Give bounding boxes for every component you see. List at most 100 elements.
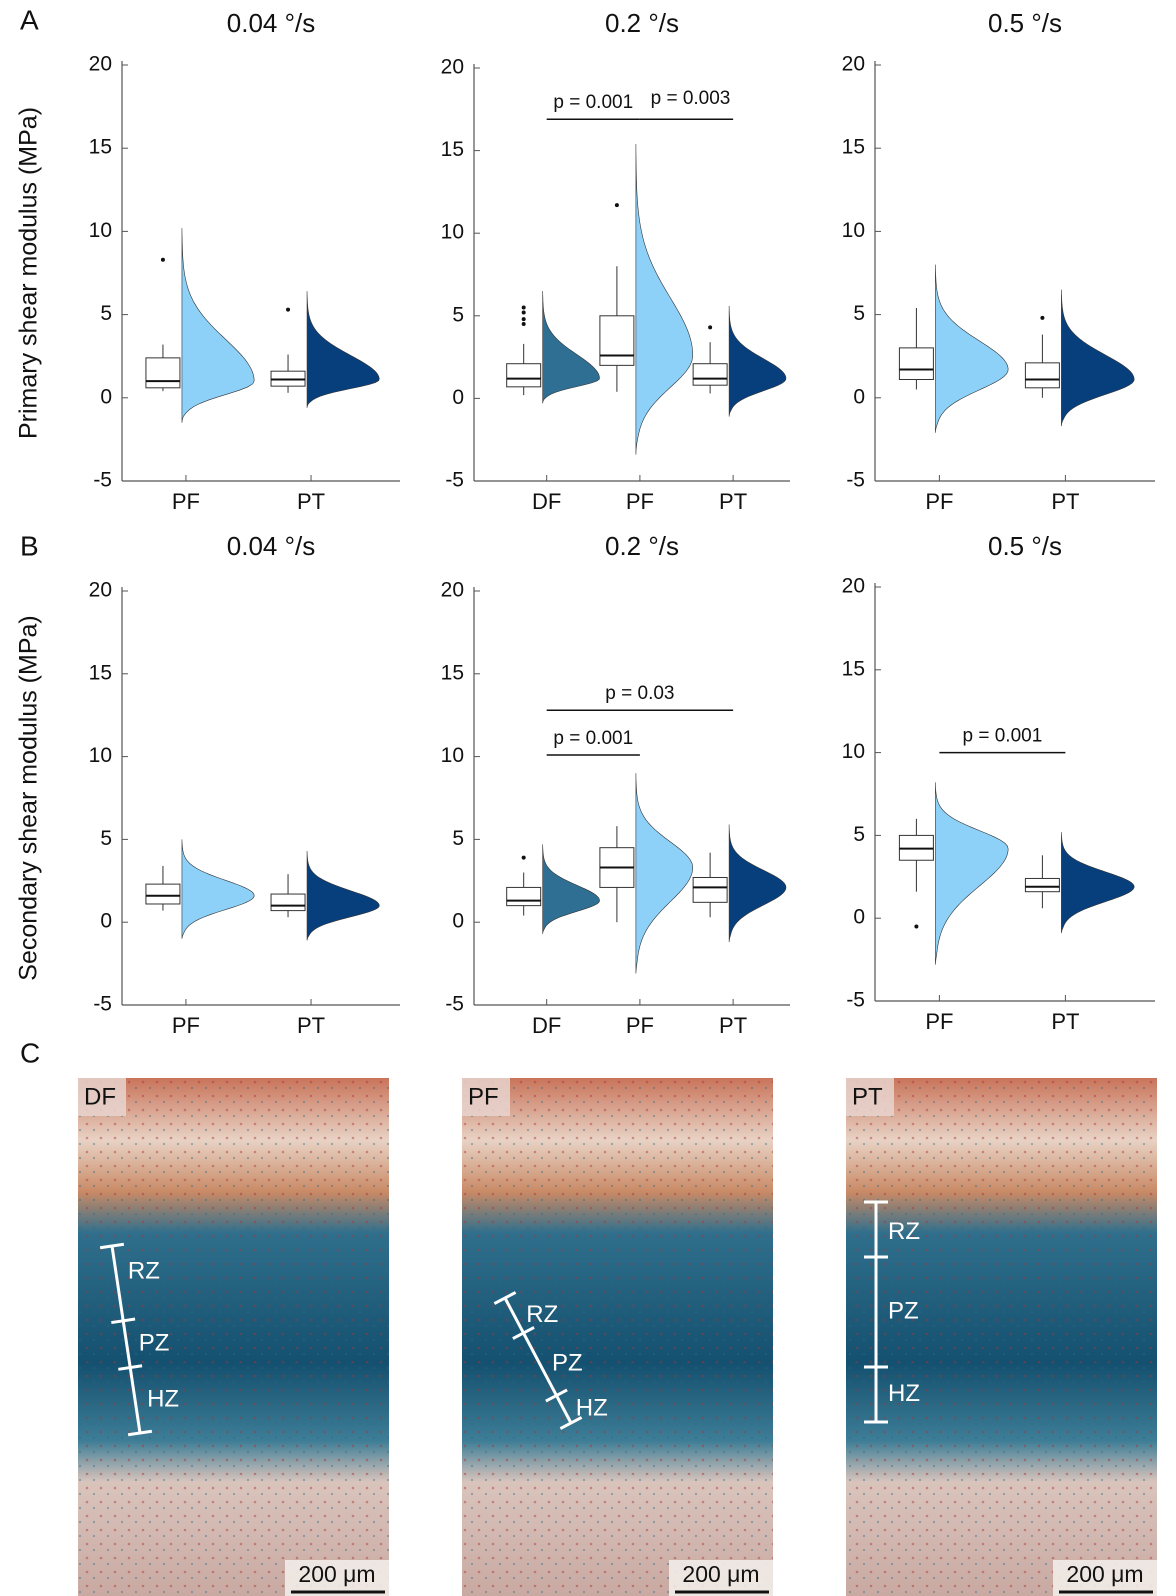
zone-label: HZ: [576, 1395, 608, 1422]
chart-title: 0.2 °/s: [605, 8, 679, 38]
y-tick-label: -5: [846, 469, 865, 492]
y-tick-label: 15: [842, 136, 865, 159]
y-tick-label: 5: [853, 823, 865, 846]
zone-label: RZ: [128, 1258, 160, 1285]
y-tick-label: 0: [100, 910, 112, 933]
significance-label: p = 0.001: [553, 92, 633, 113]
y-tick-label: 20: [441, 579, 464, 602]
zone-tick: [545, 1388, 568, 1403]
violin: [728, 824, 787, 943]
box: [599, 315, 635, 366]
y-tick-label: 20: [842, 575, 865, 598]
image-label: PF: [468, 1083, 499, 1110]
violin: [728, 305, 787, 417]
zone-label: RZ: [526, 1301, 558, 1328]
y-tick-label: 0: [452, 910, 464, 933]
box: [506, 886, 542, 907]
significance-label: p = 0.001: [553, 728, 633, 749]
outlier: [521, 305, 526, 310]
y-tick-label: 10: [89, 219, 112, 242]
box: [1024, 362, 1060, 389]
box: [270, 893, 306, 912]
y-tick-label: 0: [853, 385, 865, 408]
box: [898, 347, 934, 380]
zone-label: PZ: [139, 1330, 170, 1357]
violin: [1061, 289, 1135, 427]
zone-label: HZ: [147, 1386, 179, 1413]
outlier: [1040, 315, 1045, 320]
zone-tick: [127, 1429, 153, 1437]
y-tick-label: 15: [89, 136, 112, 159]
box: [145, 883, 181, 905]
zone-tick: [493, 1291, 517, 1305]
chart-title: 0.04 °/s: [227, 8, 315, 38]
x-tick-label: PF: [626, 1013, 654, 1038]
box: [506, 363, 542, 388]
outlier: [614, 203, 619, 208]
y-tick-label: 5: [452, 303, 464, 326]
y-tick-label: 10: [441, 744, 464, 767]
y-tick-label: 10: [89, 744, 112, 767]
scale-box: [1053, 1560, 1157, 1596]
x-tick-label: PT: [297, 1013, 325, 1038]
y-tick-label: 20: [441, 56, 464, 79]
chart-title: 0.2 °/s: [605, 531, 679, 561]
outlier: [521, 310, 526, 315]
scale-label: 200 μm: [298, 1561, 375, 1587]
outlier: [521, 322, 526, 327]
zone-tick: [111, 1317, 136, 1325]
chart-title: 0.5 °/s: [988, 8, 1062, 38]
zone-tick: [559, 1416, 583, 1430]
y-tick-label: 0: [452, 386, 464, 409]
box: [1024, 877, 1060, 893]
chart-title: 0.5 °/s: [988, 531, 1062, 561]
x-tick-label: PF: [172, 489, 200, 514]
panel-label: B: [20, 530, 39, 561]
x-tick-label: PF: [626, 489, 654, 514]
outlier: [521, 317, 526, 322]
violin: [935, 782, 1009, 965]
zone-tick: [512, 1326, 535, 1340]
violin: [181, 839, 255, 939]
zone-label: PZ: [888, 1297, 919, 1324]
x-tick-label: PF: [925, 489, 953, 514]
image-label: DF: [84, 1083, 116, 1110]
y-tick-label: 15: [441, 138, 464, 161]
violin: [1061, 832, 1135, 934]
y-tick-label: -5: [445, 469, 464, 492]
label-box: [78, 1078, 126, 1116]
y-tick-label: 20: [89, 579, 112, 602]
outlier: [914, 924, 919, 929]
box: [692, 363, 728, 386]
outlier: [160, 257, 165, 262]
zone-tick: [99, 1242, 125, 1250]
y-tick-label: 10: [842, 219, 865, 242]
zone-label: RZ: [888, 1218, 920, 1245]
y-axis-label: Secondary shear modulus (MPa): [15, 615, 43, 980]
y-tick-label: -5: [445, 993, 464, 1016]
significance-label: p = 0.03: [605, 683, 674, 704]
label-box: [846, 1078, 894, 1116]
y-tick-label: 15: [89, 661, 112, 684]
violin: [542, 291, 600, 404]
y-tick-label: 10: [842, 740, 865, 763]
zone-label: PZ: [552, 1350, 583, 1377]
violin: [635, 143, 694, 455]
y-tick-label: 5: [100, 827, 112, 850]
scale-label: 200 μm: [1066, 1561, 1143, 1587]
scale-box: [285, 1560, 389, 1596]
outlier: [708, 325, 713, 330]
y-tick-label: 20: [842, 53, 865, 76]
x-tick-label: PT: [1051, 1009, 1079, 1034]
x-tick-label: PT: [719, 1013, 747, 1038]
y-tick-label: 5: [100, 302, 112, 325]
zone-ruler: [503, 1297, 573, 1424]
histology-texture: [462, 1078, 773, 1596]
x-tick-label: PF: [925, 1009, 953, 1034]
y-tick-label: 0: [100, 385, 112, 408]
y-tick-label: 15: [441, 661, 464, 684]
y-tick-label: -5: [93, 469, 112, 492]
y-tick-label: 10: [441, 221, 464, 244]
significance-label: p = 0.001: [963, 726, 1043, 747]
